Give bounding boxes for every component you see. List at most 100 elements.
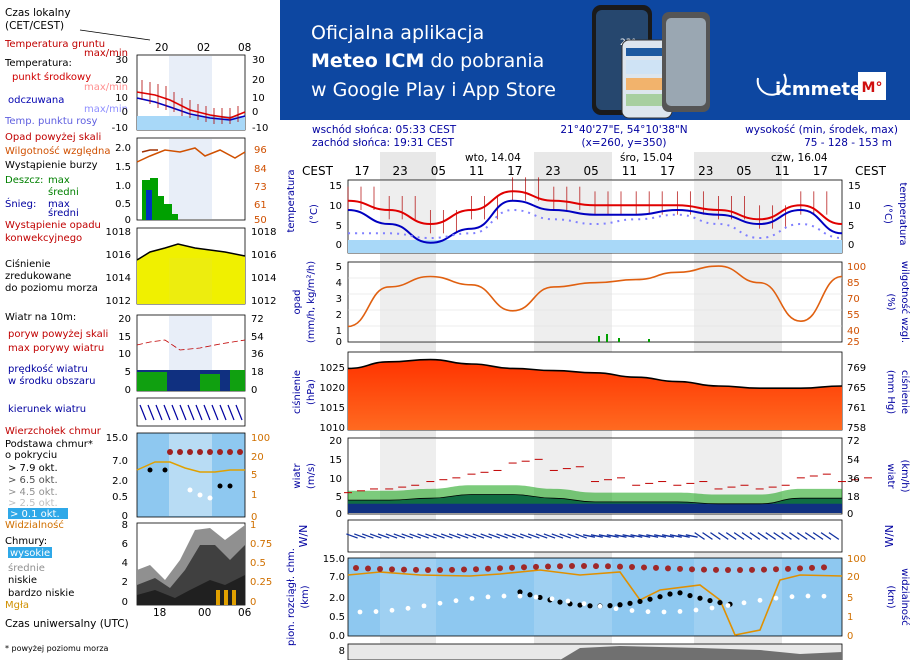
temp-tick-l4: 0 — [336, 240, 342, 251]
legend-okt-2: > 6.5 okt. — [8, 475, 58, 486]
wind-arrow — [504, 533, 516, 539]
cloud-base-dot-light — [565, 598, 571, 604]
legend-pressure-l3: do poziomu morza — [5, 283, 98, 294]
wind-arrow — [622, 534, 635, 538]
legend-storm: Wystąpienie burzy — [5, 160, 98, 171]
cloud-base-dot-light — [805, 593, 811, 599]
wind-arrow — [417, 533, 429, 539]
legend-cl-rt-3: 0.5 — [250, 558, 266, 569]
wind-panel: wiatr (m/s) wiatr (km/h) 20 15 10 5 0 72… — [292, 436, 910, 520]
legend-precip-over: Opad powyżej skali — [5, 132, 101, 143]
cloud-top-dot — [773, 566, 779, 573]
hum-tick-3: 70 — [847, 294, 860, 305]
legend-cl-lt-4: 2 — [122, 577, 128, 588]
legend-hour-top-3: 08 — [238, 42, 251, 54]
hour-tick: 17 — [507, 164, 522, 178]
cloud-top-dot — [809, 564, 815, 571]
sunset: zachód słońca: 19:31 CEST — [312, 137, 455, 149]
wind-arrow — [765, 532, 777, 540]
wind-arrow — [377, 533, 390, 539]
legend-wind-lt-4: 5 — [125, 367, 131, 378]
cloud-base-dot — [627, 600, 633, 606]
wind-arrow — [440, 533, 453, 539]
wind-arrow — [812, 532, 824, 540]
legend-hour-bot-3: 06 — [238, 607, 252, 619]
app-banner[interactable]: Oficjalna aplikacja Meteo ICM do pobrani… — [280, 0, 910, 120]
cloud-top-dot — [569, 563, 575, 570]
legend-precip-lt-3: 1.0 — [115, 181, 131, 192]
legend-okt-5-bg — [8, 508, 68, 519]
wind-arrow — [527, 533, 540, 539]
wind-kmh-tick-4: 18 — [847, 492, 860, 503]
legend-wind-dir: kierunek wiatru — [8, 404, 86, 415]
cloud-top-dot — [425, 566, 431, 573]
legend-cb-rt-4: 1 — [251, 490, 257, 501]
legend-time-local: Czas lokalny — [5, 7, 71, 19]
temperature-panel: temperatura (°C) (°C) temperatura 15 10 … — [286, 169, 908, 254]
cloud-base-dot — [717, 599, 723, 606]
legend-fog: Mgła — [5, 600, 29, 611]
cloud-top-dot — [485, 565, 491, 572]
cloud-base-dot-light — [693, 607, 699, 613]
wind-kmh-tick-3: 36 — [847, 474, 860, 485]
clouds-panel-partial: 8 — [339, 643, 843, 661]
cloud-base-dot-light — [725, 603, 731, 608]
precip-axis-label-1: opad — [292, 290, 303, 315]
cloud-base-dot-light — [757, 597, 763, 603]
legend-cl-lt-5: 0 — [122, 597, 128, 608]
temp-tick-r3: 5 — [848, 221, 854, 232]
legend-press-lt-3: 1014 — [106, 273, 131, 284]
legend-cl-lt-3: 4 — [122, 558, 128, 569]
cloud-top-dot — [533, 563, 539, 570]
legend-temp-lt-2: 20 — [115, 75, 128, 86]
cloud-base-dot — [617, 602, 623, 608]
legend-wind-rt-1: 72 — [251, 314, 264, 325]
cloud-base-dot-light — [373, 609, 379, 614]
cloud-base-dot-light — [709, 605, 715, 611]
cloud-top-dot — [725, 566, 731, 573]
legend-snow-max: max — [48, 199, 70, 210]
temp-axis-label-r1: (°C) — [882, 204, 893, 224]
legend-precip-lt-4: 0.5 — [115, 199, 131, 210]
press-tick-3: 1015 — [320, 403, 345, 414]
legend-press-lt-1: 1018 — [106, 227, 131, 238]
legend-wind-speed-sub: w środku obszaru — [8, 375, 95, 387]
precip-tick-5: 1 — [336, 326, 342, 337]
wind-arrow — [575, 533, 587, 539]
cloud-base-dot — [587, 603, 593, 609]
wind-arrow — [369, 533, 382, 539]
legend-temp-feels-sub: max/min — [84, 104, 128, 115]
logo-box-text: M° — [862, 80, 883, 96]
cloud-base-dot-light — [661, 609, 667, 615]
legend-hour-top-1: 20 — [155, 42, 168, 54]
wind-arrow — [677, 534, 690, 538]
cloud-base-dot-light — [405, 605, 411, 611]
wind-arrow — [654, 534, 667, 538]
cloud-base-dot — [697, 595, 703, 601]
cloud-base-dot-light — [773, 595, 779, 601]
hour-tick: 11 — [775, 164, 790, 178]
cloud-top-dot — [473, 566, 479, 573]
precip-tick-6: 0 — [336, 337, 342, 348]
hum-tick-4: 55 — [847, 310, 860, 321]
hour-tick: 11 — [622, 164, 637, 178]
cloud-tick-5: 0.0 — [329, 631, 345, 642]
wind-arrow — [710, 532, 721, 540]
wind-tick-1: 20 — [329, 436, 342, 447]
wind-arrow — [433, 533, 445, 539]
hour-tick: 11 — [469, 164, 484, 178]
wind-tick-5: 0 — [336, 509, 342, 520]
wind-arrow — [472, 533, 485, 539]
wind-speed-upper — [348, 485, 842, 504]
legend-temp-lt-3: 10 — [115, 93, 128, 104]
wind-arrow — [669, 534, 682, 538]
wind-arrow — [789, 532, 800, 540]
hour-tick: 17 — [354, 164, 369, 178]
wind-arrow — [401, 533, 414, 539]
day-label-1: wto, 14.04 — [465, 152, 521, 164]
cloud-top-dot — [605, 563, 611, 570]
wind-kmh-tick-2: 54 — [847, 455, 860, 466]
wind-tick-4: 5 — [336, 492, 342, 503]
wind-arrow — [749, 532, 761, 540]
temp-tick-r1: 15 — [848, 181, 861, 192]
